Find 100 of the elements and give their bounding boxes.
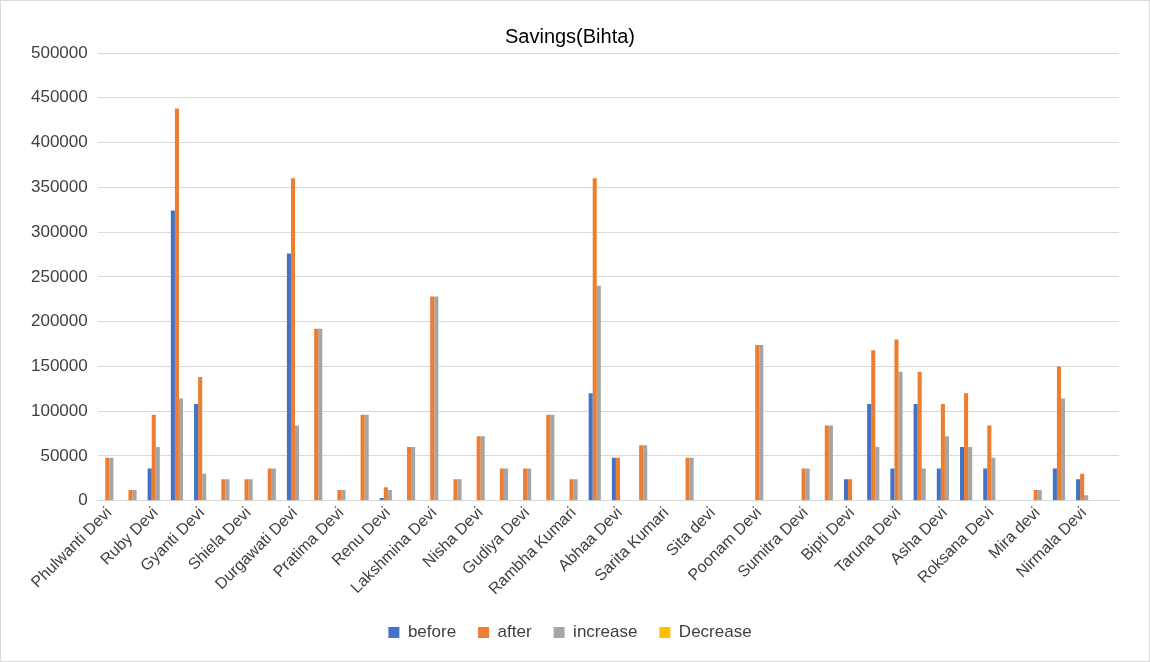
- bar: [685, 457, 690, 501]
- bar: [991, 457, 996, 501]
- bar: [499, 468, 504, 501]
- bar: [1037, 489, 1042, 501]
- bar: [271, 468, 276, 501]
- bar: [936, 468, 941, 501]
- bar: [964, 393, 969, 501]
- bar: [434, 296, 439, 501]
- y-tick-label: 150000: [30, 356, 88, 376]
- bar: [569, 479, 574, 501]
- legend-label: Decrease: [678, 622, 752, 642]
- bar: [805, 468, 810, 501]
- bar: [1056, 366, 1061, 501]
- bar: [341, 489, 346, 501]
- bar: [755, 344, 760, 501]
- bar: [867, 403, 872, 501]
- bar: [843, 479, 849, 501]
- bar: [1076, 479, 1081, 501]
- bar: [286, 253, 291, 501]
- bar: [1080, 473, 1085, 501]
- bar: [898, 371, 903, 501]
- legend-label: after: [497, 622, 532, 642]
- y-tick-label: 50000: [40, 445, 88, 465]
- bar: [689, 457, 694, 501]
- y-tick-label: 0: [78, 490, 88, 510]
- bar: [337, 489, 342, 501]
- bar: [913, 403, 918, 501]
- bar: [248, 479, 253, 501]
- bar: [523, 468, 528, 501]
- y-tick-label: 450000: [30, 87, 88, 107]
- bar: [314, 328, 319, 501]
- bar: [596, 285, 601, 501]
- bar: [1052, 468, 1057, 501]
- bar: [639, 445, 644, 501]
- bar: [917, 371, 922, 501]
- bar: [267, 468, 272, 501]
- bar: [225, 479, 230, 501]
- bar: [476, 436, 481, 501]
- bar: [383, 487, 388, 501]
- bar: [615, 457, 620, 501]
- bar: [824, 425, 829, 501]
- bar: [588, 393, 593, 501]
- bar: [546, 414, 551, 501]
- bar: [550, 414, 555, 501]
- bar: [759, 344, 764, 501]
- bar: [871, 350, 876, 501]
- chart-title: Savings(Bihta): [504, 24, 636, 47]
- bar: [801, 468, 806, 501]
- bar: [290, 178, 296, 501]
- bar: [503, 468, 508, 501]
- bar: [940, 403, 945, 501]
- bar: [318, 328, 323, 501]
- bar: [198, 377, 203, 501]
- bar: [128, 489, 133, 501]
- bar: [592, 178, 597, 501]
- bar: [151, 414, 156, 501]
- bar: [453, 479, 458, 501]
- y-tick-label: 350000: [30, 176, 88, 196]
- bar: [178, 398, 184, 501]
- y-tick-label: 200000: [30, 311, 88, 331]
- bar: [407, 446, 412, 501]
- bar: [848, 479, 853, 501]
- bar: [155, 446, 160, 501]
- bar: [170, 210, 175, 501]
- bar: [174, 108, 179, 501]
- legend-label: increase: [573, 622, 638, 642]
- bar: [983, 468, 988, 501]
- bar: [109, 457, 114, 501]
- bar: [527, 468, 532, 501]
- bar: [611, 457, 616, 501]
- bar: [105, 457, 110, 501]
- bar: [1084, 495, 1089, 501]
- bar: [387, 489, 392, 501]
- bar: [457, 479, 462, 501]
- bar: [132, 489, 137, 501]
- bar: [875, 446, 880, 501]
- bar: [364, 414, 369, 501]
- bar: [147, 468, 152, 501]
- bar: [643, 445, 648, 501]
- bar: [480, 436, 485, 501]
- bar: [221, 479, 226, 501]
- bar: [411, 446, 416, 501]
- bar: [828, 425, 833, 501]
- bar: [295, 425, 300, 501]
- bar: [987, 425, 992, 501]
- bar: [202, 473, 207, 501]
- legend-label: before: [407, 622, 457, 642]
- bar: [944, 436, 949, 501]
- bar: [573, 479, 578, 501]
- bar: [360, 414, 365, 501]
- bar: [960, 446, 965, 501]
- bar: [894, 339, 899, 501]
- bar: [890, 468, 895, 501]
- bar: [1033, 489, 1038, 501]
- bar: [430, 296, 435, 501]
- y-tick-label: 400000: [30, 132, 88, 152]
- y-tick-label: 250000: [30, 266, 88, 286]
- y-tick-label: 100000: [30, 400, 88, 420]
- bar: [244, 479, 249, 501]
- bar: [968, 446, 973, 501]
